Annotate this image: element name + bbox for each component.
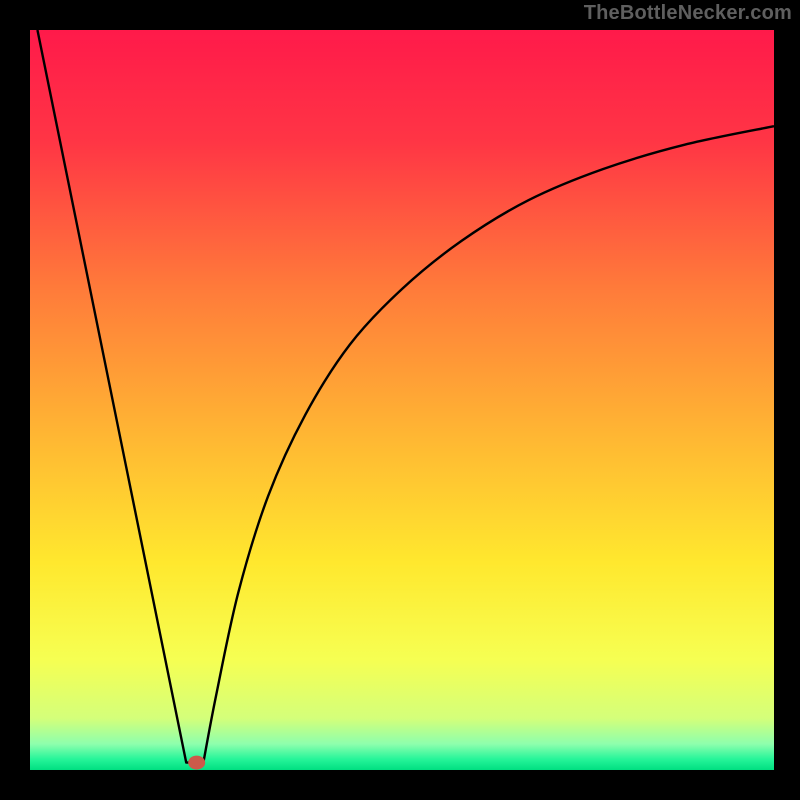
watermark-text: TheBottleNecker.com — [584, 2, 792, 25]
bottleneck-curve — [37, 30, 774, 763]
minimum-marker — [188, 756, 205, 770]
plot-border-right — [774, 0, 800, 800]
plot-border-left — [0, 0, 30, 800]
minimum-marker-dot — [188, 756, 205, 770]
plot-border-bottom — [0, 770, 800, 800]
bottleneck-path — [37, 30, 774, 763]
curve-layer — [0, 0, 800, 800]
chart-stage: TheBottleNecker.com — [0, 0, 800, 800]
